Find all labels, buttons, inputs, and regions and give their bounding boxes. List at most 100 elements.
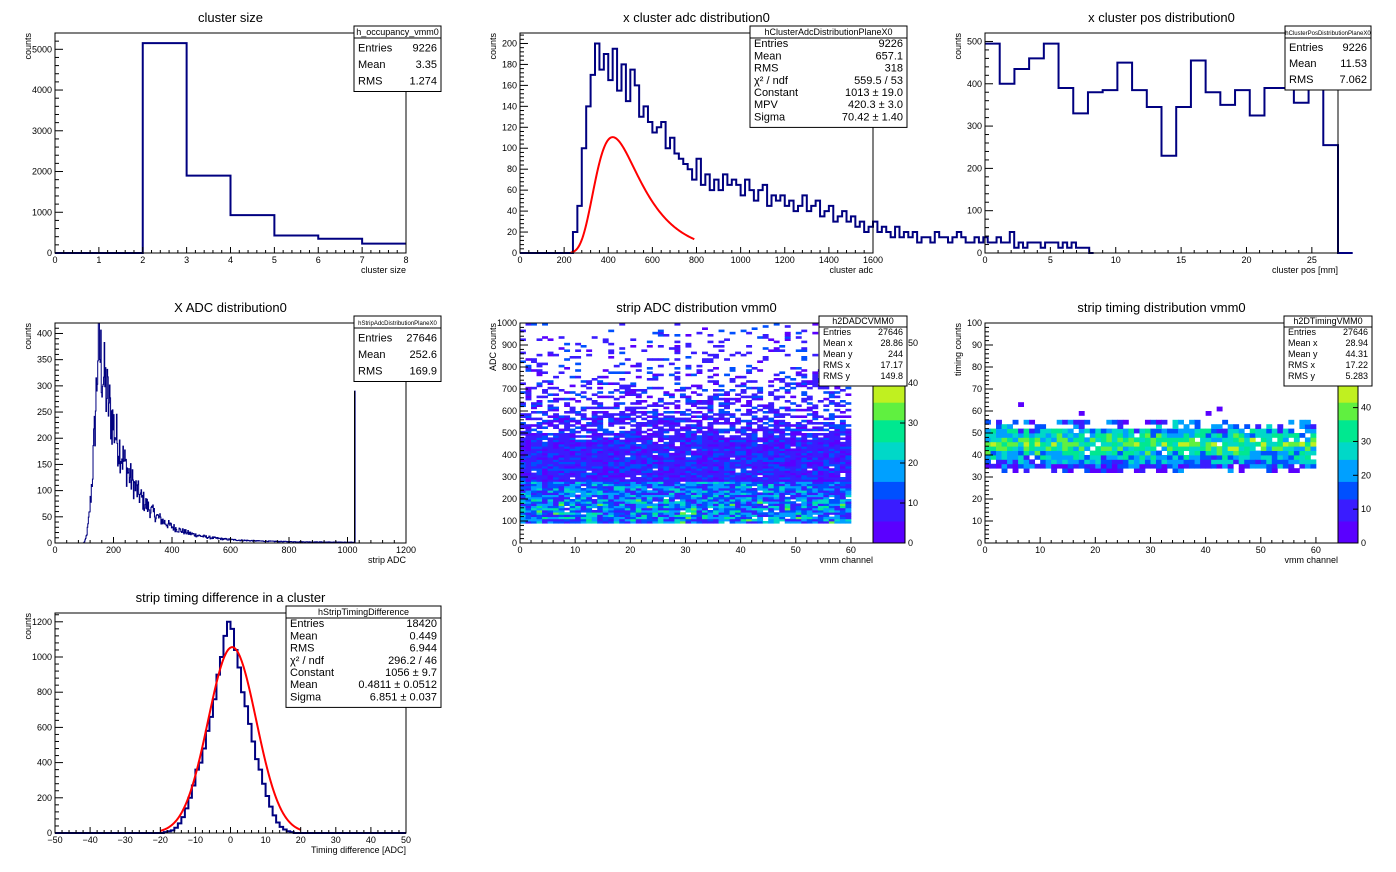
heatmap-cell [525,518,532,522]
heatmap-cell [580,494,587,498]
heatmap-cell [707,490,714,493]
heatmap-cell [1172,437,1179,443]
heatmap-cell [657,433,664,436]
heatmap-cell [773,389,780,392]
heatmap-cell [657,490,664,493]
heatmap-cell [702,468,708,471]
heatmap-cell [812,492,819,495]
heatmap-cell [547,415,554,418]
heatmap-cell [768,452,775,456]
heatmap-cell [564,492,571,495]
y-tick-label: 0 [512,248,517,258]
x-tick-label: 60 [846,545,856,555]
heatmap-cell [707,483,714,487]
heatmap-cell [1249,441,1256,447]
heatmap-cell [790,448,797,451]
heatmap-cell [597,422,604,425]
heatmap-cell [724,474,730,478]
heatmap-cell [630,472,637,476]
heatmap-cell [564,446,571,449]
heatmap-cell [641,459,648,462]
heatmap-cell [817,479,824,482]
heatmap-cell [746,461,753,465]
heatmap-cell [784,375,791,379]
heatmap-cell [674,345,681,348]
heatmap-cell [608,417,615,421]
heatmap-cell [779,518,786,522]
heatmap-cell [564,391,571,394]
heatmap-cell [1288,455,1295,460]
heatmap-cell [641,349,648,352]
heatmap-cell [635,485,642,489]
heatmap-cell [817,463,824,467]
heatmap-cell [641,503,648,506]
y-axis-label: ADC counts [488,323,498,372]
heatmap-cell [845,503,852,506]
heatmap-cell [608,450,615,454]
heatmap-cell [1139,433,1146,438]
heatmap-cell [564,433,571,436]
heatmap-cell [536,353,543,357]
heatmap-cell [806,470,813,473]
heatmap-cell [569,503,576,506]
heatmap-cell [547,492,554,495]
heatmap-cell [1029,441,1036,447]
heatmap-cell [1167,428,1173,434]
heatmap-cell [630,477,637,480]
heatmap-cell [707,334,714,337]
heatmap-cell [696,428,703,432]
heatmap-cell [657,373,664,377]
heatmap-cell [685,494,692,498]
heatmap-cell [779,424,786,427]
heatmap-cell [646,490,653,493]
color-scale-step [873,428,905,434]
heatmap-cell [674,516,681,520]
heatmap-cell [597,439,604,443]
heatmap-cell [635,437,642,440]
histogram-bin [798,206,802,253]
x-axis-label: cluster pos [mm] [1272,265,1338,275]
x-tick-label: 30 [680,545,690,555]
heatmap-cell [635,501,642,504]
heatmap-cell [1056,428,1063,434]
heatmap-cell [679,428,686,432]
heatmap-cell [569,411,576,414]
heatmap-cell [525,435,532,438]
heatmap-cell [531,435,537,438]
heatmap-cell [806,382,813,385]
heatmap-cell [525,441,532,445]
heatmap-cell [724,485,730,489]
heatmap-cell [602,479,609,482]
heatmap-cell [1183,455,1190,460]
x-tick-label: 20 [1241,255,1251,265]
heatmap-cell [586,505,593,509]
heatmap-cell [542,490,548,493]
heatmap-cell [646,510,653,513]
heatmap-cell [707,444,714,447]
heatmap-cell [746,450,753,454]
heatmap-cell [740,329,747,333]
heatmap-cell [834,426,841,429]
histogram-bin [674,153,678,253]
heatmap-cell [735,496,742,500]
heatmap-cell [668,444,675,447]
heatmap-cell [575,518,582,522]
heatmap-cell [718,468,725,471]
y-tick-label: 400 [967,79,982,89]
heatmap-cell [1111,468,1118,473]
heatmap-cell [624,430,631,434]
histogram-bin [608,80,612,253]
heatmap-cell [762,485,769,489]
heatmap-cell [790,367,797,370]
heatmap-cell [652,483,659,487]
heatmap-cell [668,472,675,476]
heatmap-cell [1293,441,1300,447]
heatmap-cell [646,446,653,449]
heatmap-cell [735,422,742,425]
heatmap-cell [602,514,609,517]
heatmap-cell [1189,437,1195,443]
histogram-bin [143,43,187,253]
heatmap-cell [635,395,642,399]
heatmap-cell [806,494,813,498]
